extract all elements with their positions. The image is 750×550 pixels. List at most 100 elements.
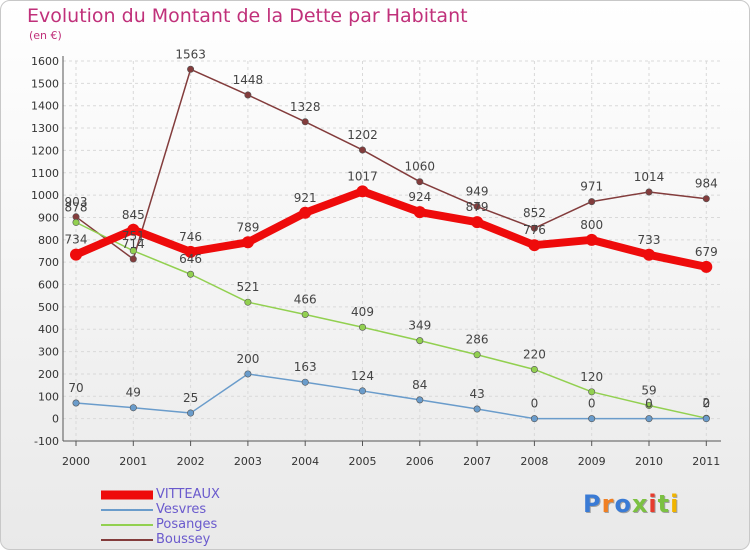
data-point bbox=[643, 248, 655, 261]
data-label: 1060 bbox=[405, 160, 436, 174]
data-label: 800 bbox=[580, 218, 603, 232]
data-label: 2 bbox=[702, 396, 710, 410]
data-label: 1017 bbox=[347, 169, 378, 183]
data-point bbox=[473, 405, 481, 413]
data-label: 70 bbox=[68, 381, 83, 395]
data-label: 521 bbox=[236, 280, 259, 294]
data-label: 924 bbox=[408, 190, 431, 204]
data-point bbox=[585, 233, 598, 246]
data-point bbox=[358, 387, 366, 395]
data-label: 1563 bbox=[175, 47, 206, 61]
data-point bbox=[184, 245, 197, 258]
data-point bbox=[588, 388, 596, 396]
y-tick-label: 1000 bbox=[31, 189, 59, 202]
data-label: 0 bbox=[588, 397, 596, 411]
data-label: 733 bbox=[638, 233, 661, 247]
data-label: 879 bbox=[466, 200, 489, 214]
data-label: 49 bbox=[126, 386, 141, 400]
data-point bbox=[358, 323, 366, 331]
data-point bbox=[413, 206, 426, 219]
x-tick-label: 2009 bbox=[578, 455, 606, 468]
logo-letter: t bbox=[657, 490, 671, 518]
y-tick-label: 800 bbox=[38, 234, 59, 247]
proxiti-logo: Proxiti bbox=[583, 490, 679, 518]
data-point bbox=[301, 378, 309, 386]
data-point bbox=[416, 396, 424, 404]
data-label-layer: 734 845 746 789 921 1017 924 879 776 800 733 679 70 4… bbox=[65, 47, 718, 410]
data-point bbox=[187, 409, 195, 417]
data-point bbox=[187, 270, 195, 278]
x-tick-label: 2011 bbox=[692, 455, 720, 468]
x-tick-label: 2005 bbox=[349, 455, 377, 468]
x-tick-label: 2010 bbox=[635, 455, 663, 468]
legend-swatch bbox=[101, 490, 153, 499]
logo-letter: r bbox=[601, 490, 615, 518]
data-point bbox=[530, 224, 538, 232]
data-point bbox=[72, 399, 80, 407]
y-tick-label: 1400 bbox=[31, 100, 59, 113]
data-point bbox=[358, 146, 366, 154]
data-label: 751 bbox=[122, 229, 145, 243]
y-tick-label: 1300 bbox=[31, 122, 59, 135]
y-tick-label: 600 bbox=[38, 279, 59, 292]
x-tick-label: 2006 bbox=[406, 455, 434, 468]
x-tick-label: 2004 bbox=[291, 455, 319, 468]
data-point bbox=[244, 298, 252, 306]
data-point bbox=[702, 195, 710, 203]
data-point bbox=[244, 91, 252, 99]
y-tick-label: 500 bbox=[38, 301, 59, 314]
data-label: 409 bbox=[351, 305, 374, 319]
legend-label: VITTEAUX bbox=[156, 487, 220, 502]
legend-label: Vesvres bbox=[156, 502, 207, 517]
legend-label: Boussey bbox=[156, 532, 211, 547]
data-label: 59 bbox=[641, 383, 656, 397]
data-label: 163 bbox=[294, 360, 317, 374]
data-point bbox=[299, 206, 312, 219]
data-point bbox=[645, 188, 653, 196]
data-point bbox=[416, 337, 424, 345]
chart-title: Evolution du Montant de la Dette par Hab… bbox=[27, 5, 468, 27]
data-point bbox=[127, 223, 140, 236]
series-line bbox=[75, 373, 707, 420]
data-point bbox=[702, 415, 710, 423]
data-label: 714 bbox=[122, 237, 145, 251]
y-tick-label: 100 bbox=[38, 390, 59, 403]
data-point bbox=[301, 310, 309, 318]
data-point bbox=[301, 118, 309, 126]
y-tick-label: 700 bbox=[38, 256, 59, 269]
legend-swatch bbox=[101, 508, 153, 511]
y-tick-label: 1200 bbox=[31, 144, 59, 157]
logo-letter: o bbox=[614, 490, 632, 518]
series-layer bbox=[70, 65, 713, 423]
data-label: 466 bbox=[294, 292, 317, 306]
x-tick-label: 2001 bbox=[119, 455, 147, 468]
x-tick-label: 2000 bbox=[62, 455, 90, 468]
data-point bbox=[588, 415, 596, 423]
data-label: 734 bbox=[65, 233, 88, 247]
data-point bbox=[473, 351, 481, 359]
x-tick-label: 2008 bbox=[520, 455, 548, 468]
x-tick-label: 2003 bbox=[234, 455, 262, 468]
data-label: 679 bbox=[695, 245, 718, 259]
data-label: 1328 bbox=[290, 100, 321, 114]
data-label: 84 bbox=[412, 378, 427, 392]
data-label: 25 bbox=[183, 391, 198, 405]
data-point bbox=[244, 370, 252, 378]
data-point bbox=[530, 365, 538, 373]
y-tick-label: 1500 bbox=[31, 77, 59, 90]
data-label: 286 bbox=[466, 333, 489, 347]
data-point bbox=[416, 178, 424, 186]
legend-swatch bbox=[101, 523, 153, 526]
x-tick-label: 2007 bbox=[463, 455, 491, 468]
x-tick-label: 2002 bbox=[177, 455, 205, 468]
y-tick-label: 200 bbox=[38, 368, 59, 381]
y-tick-label: -100 bbox=[34, 435, 59, 448]
data-point bbox=[129, 255, 137, 263]
data-label: 789 bbox=[236, 220, 259, 234]
data-label: 124 bbox=[351, 369, 374, 383]
logo-letter: P bbox=[583, 490, 602, 518]
y-tick-label: 300 bbox=[38, 346, 59, 359]
series-line bbox=[75, 68, 707, 260]
